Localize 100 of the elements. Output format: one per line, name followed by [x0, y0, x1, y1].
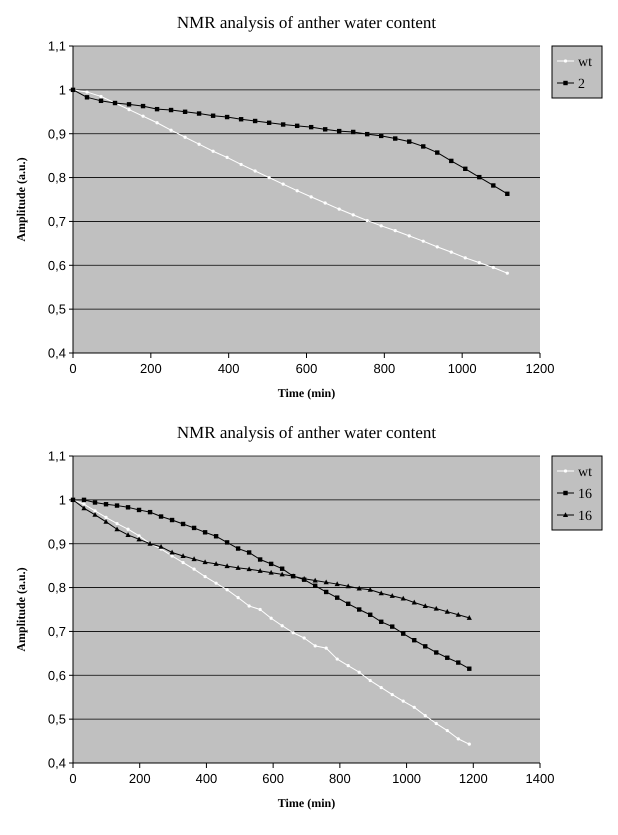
point [158, 514, 164, 519]
point [368, 586, 373, 592]
y-tick-label: 1,1 [48, 38, 66, 54]
y-tick-label: 0,6 [48, 258, 66, 273]
x-axis-title: Time (min) [278, 796, 336, 810]
point [280, 624, 284, 628]
point [224, 540, 230, 545]
point [314, 644, 317, 648]
point [324, 201, 327, 205]
point [254, 169, 257, 173]
point [491, 183, 496, 188]
point [82, 498, 86, 502]
point [115, 522, 119, 526]
legend-label: 16 [578, 508, 592, 524]
point [456, 737, 460, 740]
chart-title: NMR analysis of anther water content [176, 13, 436, 32]
point [302, 636, 306, 640]
point [365, 132, 370, 136]
point [336, 657, 339, 661]
x-tick-label: 800 [373, 361, 396, 376]
point [407, 139, 412, 144]
point [380, 224, 383, 228]
point [444, 608, 450, 614]
point [148, 510, 152, 514]
point [478, 261, 481, 264]
point [224, 563, 230, 568]
point [477, 174, 482, 180]
point [104, 502, 108, 506]
point [252, 118, 258, 124]
point [449, 158, 454, 164]
point [266, 120, 272, 125]
x-tick-label: 800 [329, 771, 351, 786]
point [393, 136, 398, 141]
x-axis-title: Time (min) [278, 386, 336, 400]
point [380, 686, 383, 690]
point [324, 590, 328, 594]
point [99, 94, 103, 98]
point [127, 108, 131, 112]
chart-title: NMR analysis of anther water content [176, 423, 436, 442]
x-tick-label: 1000 [448, 361, 477, 376]
legend-label: 2 [578, 76, 585, 92]
point [280, 122, 286, 127]
point [446, 728, 449, 732]
y-tick-label: 1 [58, 492, 66, 508]
x-tick-label: 200 [128, 771, 151, 786]
point [390, 593, 395, 598]
point [280, 566, 284, 571]
point [466, 615, 472, 620]
point [126, 102, 132, 107]
point [401, 631, 406, 636]
point [246, 566, 252, 572]
point [140, 104, 146, 108]
point [310, 195, 313, 198]
point [270, 616, 273, 620]
point [180, 553, 186, 558]
point [136, 508, 142, 512]
point [312, 578, 318, 583]
point [85, 90, 89, 94]
point [324, 580, 329, 584]
point [436, 245, 439, 248]
point [93, 509, 97, 512]
point [456, 660, 460, 665]
point [158, 544, 164, 549]
point [82, 502, 86, 506]
x-tick-label: 1200 [458, 771, 488, 786]
y-tick-label: 0,6 [48, 668, 66, 683]
point [203, 575, 207, 578]
point [434, 606, 439, 611]
y-tick-label: 0,4 [48, 346, 66, 361]
point [346, 583, 351, 588]
point [202, 559, 208, 564]
point [308, 124, 314, 130]
point [192, 568, 196, 571]
point [192, 526, 196, 530]
y-tick-label: 0,9 [48, 126, 66, 142]
point [168, 108, 174, 112]
point [464, 256, 467, 260]
x-tick-label: 400 [196, 771, 218, 786]
point [268, 562, 274, 566]
point [137, 534, 141, 538]
y-tick-label: 0,4 [48, 756, 66, 771]
point [346, 602, 350, 606]
point [334, 581, 340, 586]
point [282, 182, 285, 186]
point [258, 557, 262, 562]
point [141, 114, 145, 118]
point [202, 530, 208, 535]
point [422, 603, 428, 608]
point [402, 700, 405, 703]
point [294, 124, 300, 128]
point [423, 644, 428, 649]
x-tick-label: 600 [296, 361, 318, 376]
point [467, 666, 472, 671]
point [98, 98, 104, 104]
x-tick-label: 400 [218, 361, 240, 376]
point [292, 631, 295, 634]
x-tick-label: 1200 [526, 361, 554, 376]
point [258, 568, 263, 573]
point [155, 121, 159, 124]
point [126, 528, 130, 531]
